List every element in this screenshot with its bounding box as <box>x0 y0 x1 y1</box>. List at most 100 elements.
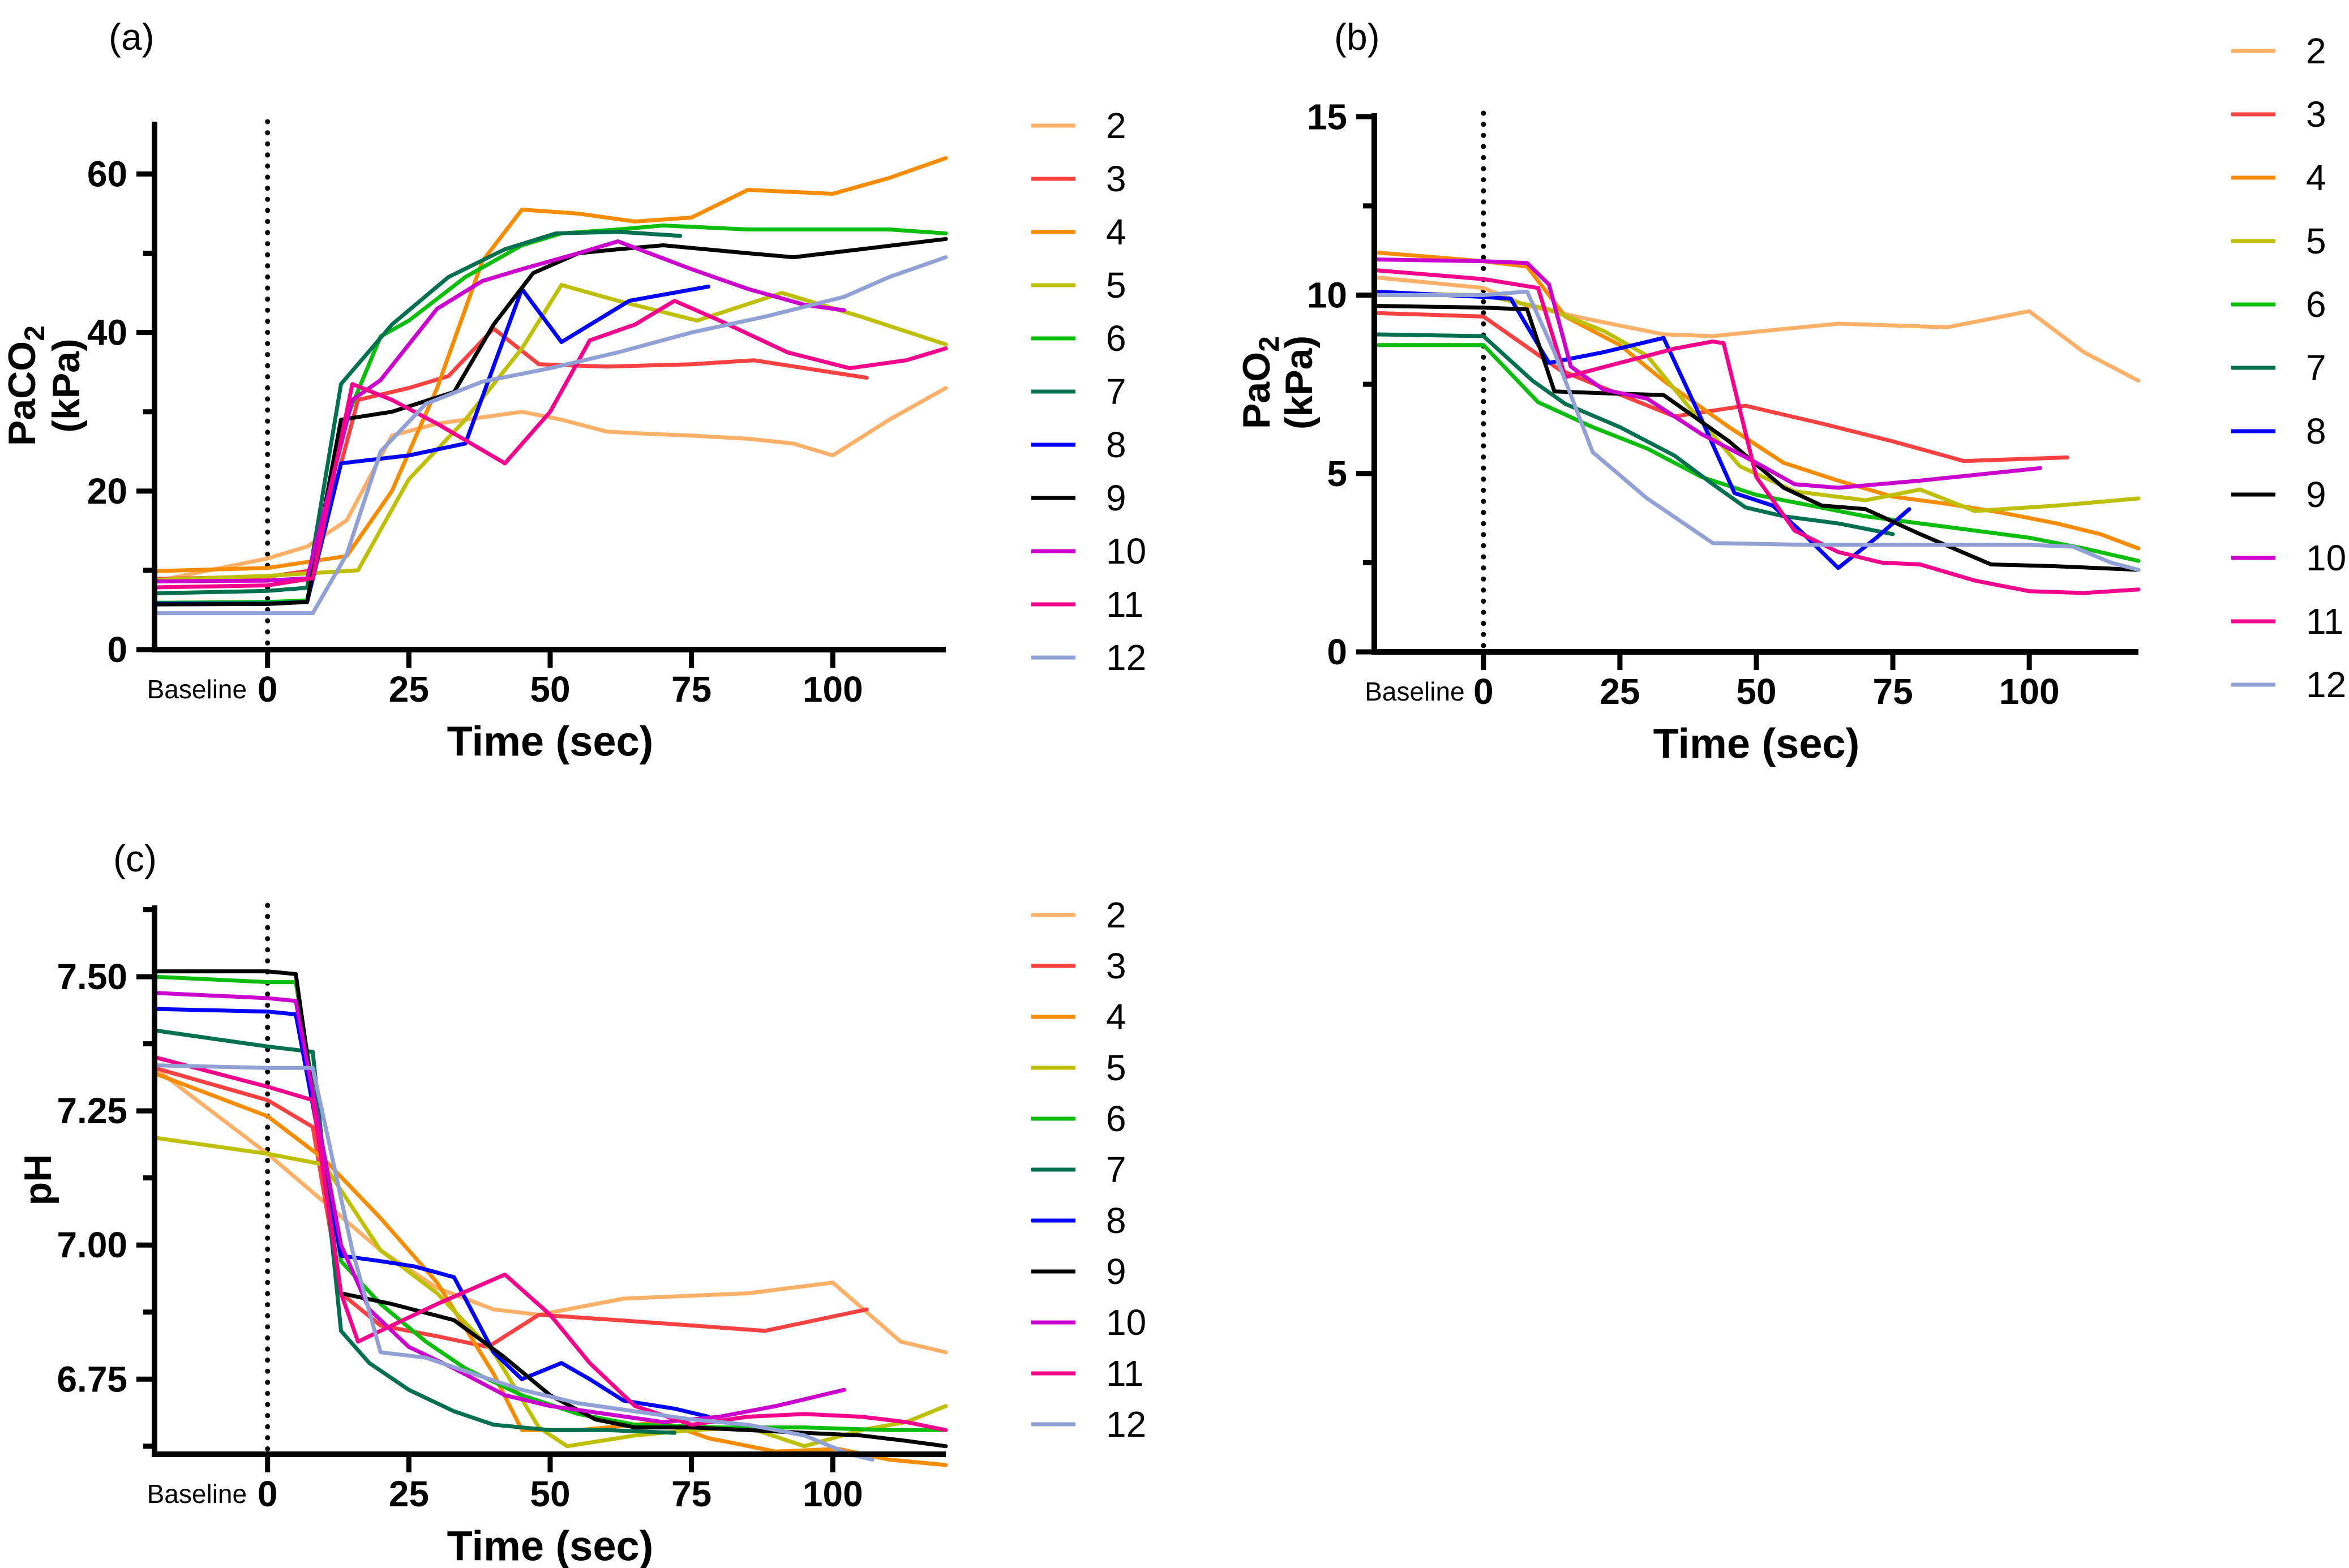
legend-label-3: 3 <box>1106 946 1126 986</box>
x-tick-label: 0 <box>258 669 278 710</box>
legend-c: 2 3 4 5 6 7 8 9 10 11 12 <box>1031 895 1146 1445</box>
legend-label-4: 4 <box>1106 996 1126 1037</box>
legend-b: 2 3 4 5 6 7 8 9 10 11 12 <box>2231 31 2346 705</box>
y-axis-title: pH <box>16 1154 59 1206</box>
legend-label-4: 4 <box>2306 157 2326 198</box>
legend-label-6: 6 <box>2306 284 2326 325</box>
x-tick-label: 75 <box>1872 671 1913 712</box>
legend-label-10: 10 <box>2306 538 2346 578</box>
x-tick-label: 25 <box>1600 671 1640 712</box>
x-tick-label: 25 <box>389 669 429 710</box>
series-line-11 <box>1372 268 2141 595</box>
legend-label-8: 8 <box>2306 411 2326 452</box>
y-tick-label: 5 <box>1327 453 1347 494</box>
legend-label-10: 10 <box>1106 531 1146 572</box>
x-axis-title: Time (sec) <box>447 1523 654 1568</box>
series-line-9 <box>152 237 948 607</box>
y-tick-label: 6.75 <box>57 1359 127 1399</box>
series-line-2 <box>152 386 948 583</box>
series-line-11 <box>152 1055 948 1432</box>
y-tick-label: 20 <box>87 471 127 512</box>
x-tick-label: 100 <box>803 669 863 710</box>
baseline-label: Baseline <box>1365 677 1464 706</box>
legend-label-7: 7 <box>1106 371 1126 412</box>
series-line-4 <box>152 156 948 573</box>
series-line-8 <box>152 1007 711 1419</box>
series-line-9 <box>152 969 948 1449</box>
legend-label-2: 2 <box>2306 31 2326 71</box>
series-line-10 <box>152 239 846 583</box>
y-tick-label: 40 <box>87 312 127 353</box>
series-line-12 <box>152 1063 875 1462</box>
series-line-6 <box>152 974 948 1432</box>
legend-label-5: 5 <box>1106 265 1126 306</box>
series-line-6 <box>1372 343 2141 563</box>
series-line-7 <box>1372 332 1895 536</box>
series-line-8 <box>152 284 711 606</box>
legend-label-9: 9 <box>2306 474 2326 515</box>
panel-label: (c) <box>113 837 157 879</box>
series-line-12 <box>1372 289 2141 572</box>
legend-label-5: 5 <box>1106 1047 1126 1088</box>
x-tick-label: 25 <box>389 1474 429 1514</box>
series-line-9 <box>1372 304 2141 572</box>
legend-label-3: 3 <box>1106 158 1126 199</box>
y-tick-label: 7.25 <box>57 1090 127 1131</box>
legend-label-9: 9 <box>1106 478 1126 518</box>
x-tick-label: 50 <box>530 669 570 710</box>
legend-label-11: 11 <box>1106 584 1143 625</box>
y-axis-title: PaCO2 <box>1 325 50 446</box>
legend-label-8: 8 <box>1106 424 1126 465</box>
x-tick-label: 100 <box>803 1474 863 1514</box>
x-tick-label: 50 <box>530 1474 570 1514</box>
y-axis-unit: (kPa) <box>1278 336 1321 429</box>
legend-label-2: 2 <box>1106 895 1126 935</box>
y-tick-label: 15 <box>1307 96 1347 137</box>
series-line-7 <box>152 1028 677 1435</box>
y-axis-unit: (kPa) <box>45 338 88 432</box>
series-line-10 <box>1372 257 2042 490</box>
series-line-8 <box>1372 289 1911 570</box>
series-line-5 <box>152 1136 948 1449</box>
legend-a: 2 3 4 5 6 7 8 9 10 11 12 <box>1031 105 1146 678</box>
x-tick-label: 50 <box>1736 671 1776 712</box>
y-tick-label: 0 <box>1327 632 1347 672</box>
series-line-4 <box>1372 250 2141 551</box>
series-line-5 <box>1372 291 2141 513</box>
panel-label: (b) <box>1334 16 1380 58</box>
legend-label-7: 7 <box>2306 347 2326 388</box>
legend-label-6: 6 <box>1106 1098 1126 1139</box>
legend-label-3: 3 <box>2306 94 2326 135</box>
series-line-10 <box>152 991 846 1424</box>
series-line-3 <box>1372 311 2070 463</box>
baseline-label: Baseline <box>147 675 247 704</box>
legend-label-4: 4 <box>1106 212 1126 252</box>
x-tick-label: 0 <box>1473 671 1494 712</box>
series-line-2 <box>152 1066 948 1355</box>
legend-label-8: 8 <box>1106 1200 1126 1241</box>
legend-label-7: 7 <box>1106 1149 1126 1190</box>
y-axis-title: PaO2 <box>1235 336 1285 429</box>
legend-label-12: 12 <box>1106 637 1146 678</box>
x-tick-label: 0 <box>258 1474 278 1514</box>
y-tick-label: 0 <box>107 629 127 670</box>
series-line-3 <box>152 1066 869 1349</box>
y-tick-label: 7.00 <box>57 1225 127 1265</box>
legend-label-11: 11 <box>1106 1353 1143 1394</box>
series-line-11 <box>152 299 948 590</box>
panel-label: (a) <box>109 16 155 58</box>
x-axis-title: Time (sec) <box>1653 720 1860 767</box>
x-tick-label: 100 <box>1999 671 2060 712</box>
x-axis-title: Time (sec) <box>447 718 654 765</box>
legend-label-12: 12 <box>2306 664 2346 705</box>
x-tick-label: 75 <box>671 669 711 710</box>
series-line-3 <box>152 327 869 581</box>
legend-label-10: 10 <box>1106 1302 1146 1343</box>
legend-label-5: 5 <box>2306 221 2326 261</box>
y-tick-label: 7.50 <box>57 956 127 997</box>
